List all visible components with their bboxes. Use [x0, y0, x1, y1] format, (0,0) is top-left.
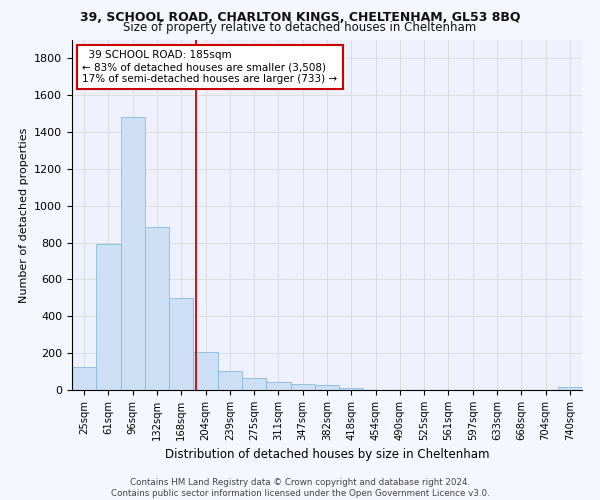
Bar [339, 388, 364, 390]
Y-axis label: Number of detached properties: Number of detached properties [19, 128, 29, 302]
Bar [242, 378, 266, 390]
Bar [558, 387, 582, 390]
Bar [72, 367, 96, 390]
Text: 39 SCHOOL ROAD: 185sqm
← 83% of detached houses are smaller (3,508)
17% of semi-: 39 SCHOOL ROAD: 185sqm ← 83% of detached… [82, 50, 337, 84]
X-axis label: Distribution of detached houses by size in Cheltenham: Distribution of detached houses by size … [165, 448, 489, 462]
Bar [218, 370, 242, 390]
Bar [145, 227, 169, 390]
Bar [290, 384, 315, 390]
Bar [315, 385, 339, 390]
Text: Contains HM Land Registry data © Crown copyright and database right 2024.
Contai: Contains HM Land Registry data © Crown c… [110, 478, 490, 498]
Text: 39, SCHOOL ROAD, CHARLTON KINGS, CHELTENHAM, GL53 8BQ: 39, SCHOOL ROAD, CHARLTON KINGS, CHELTEN… [80, 11, 520, 24]
Bar [96, 244, 121, 390]
Bar [266, 382, 290, 390]
Bar [121, 118, 145, 390]
Text: Size of property relative to detached houses in Cheltenham: Size of property relative to detached ho… [124, 21, 476, 34]
Bar [169, 298, 193, 390]
Bar [193, 352, 218, 390]
